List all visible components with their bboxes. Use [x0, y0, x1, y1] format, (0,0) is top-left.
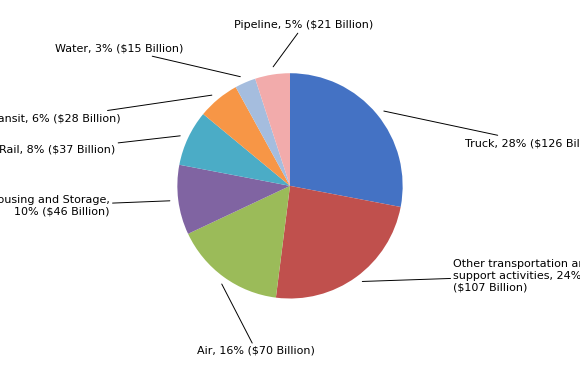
- Text: Truck, 28% ($126 Billion): Truck, 28% ($126 Billion): [384, 111, 580, 148]
- Text: Transit, 6% ($28 Billion): Transit, 6% ($28 Billion): [0, 95, 212, 123]
- Wedge shape: [235, 79, 290, 186]
- Wedge shape: [188, 186, 290, 298]
- Wedge shape: [276, 186, 401, 298]
- Wedge shape: [203, 87, 290, 186]
- Text: Other transportation and
support activities, 24%
($107 Billion): Other transportation and support activit…: [362, 259, 580, 293]
- Text: Pipeline, 5% ($21 Billion): Pipeline, 5% ($21 Billion): [234, 20, 373, 67]
- Wedge shape: [255, 73, 290, 186]
- Wedge shape: [179, 114, 290, 186]
- Text: Rail, 8% ($37 Billion): Rail, 8% ($37 Billion): [0, 136, 180, 155]
- Wedge shape: [290, 73, 403, 207]
- Text: Water, 3% ($15 Billion): Water, 3% ($15 Billion): [55, 43, 240, 77]
- Text: Air, 16% ($70 Billion): Air, 16% ($70 Billion): [197, 284, 315, 356]
- Text: Warehousing and Storage,
10% ($46 Billion): Warehousing and Storage, 10% ($46 Billio…: [0, 195, 170, 217]
- Wedge shape: [177, 165, 290, 234]
